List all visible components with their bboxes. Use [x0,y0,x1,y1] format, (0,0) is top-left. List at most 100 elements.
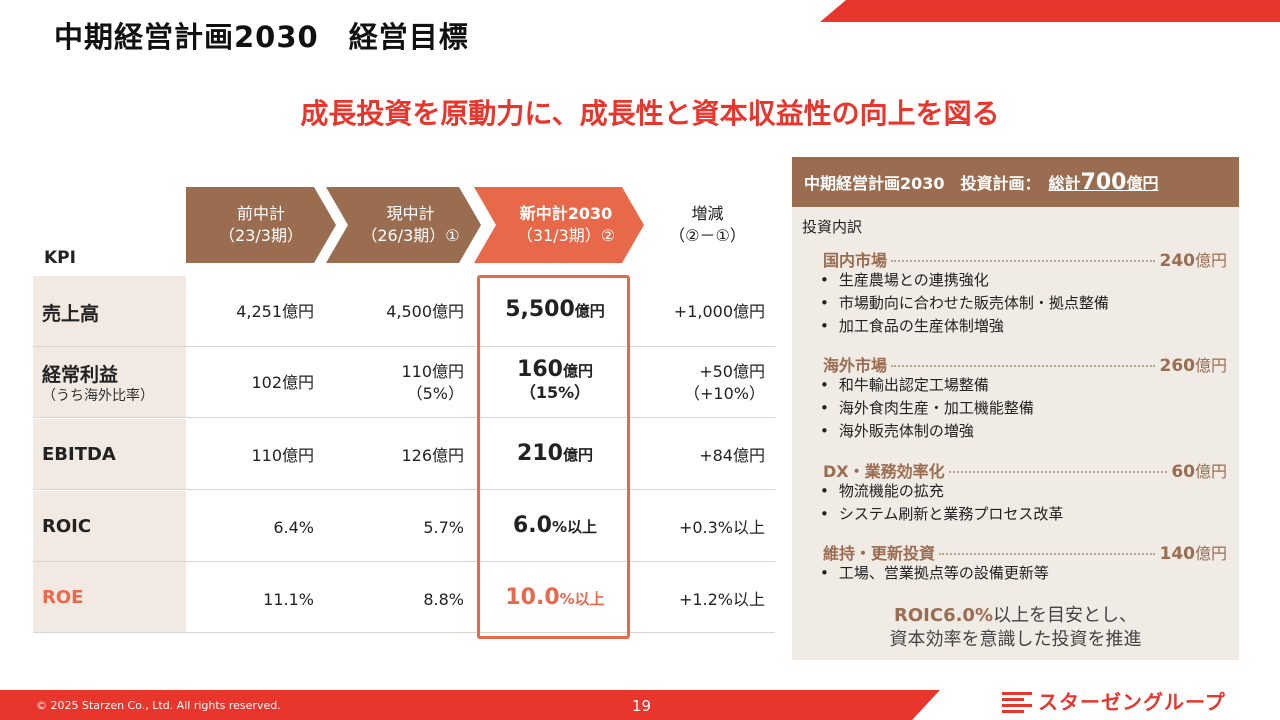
kpi-header: KPI [44,248,76,268]
leader-dots [939,553,1156,555]
column-header-line1: 現中計 [386,204,435,223]
value-target: 210億円 [481,443,629,466]
target-number: 5,500 [505,297,575,322]
list-item: 海外食肉生産・加工機能整備 [820,397,1034,420]
amount-unit: 億円 [1194,544,1227,563]
column-header-line1: 新中計2030 [519,204,613,223]
value-current: 4,500億円 [386,302,464,321]
amount-number: 240 [1159,251,1195,271]
target-number: 160 [517,357,563,382]
footer-bar [0,690,940,720]
total-prefix: 総計 [1048,173,1081,193]
logo-mark-icon [1002,690,1032,713]
value-delta-main: +50億円 [699,362,765,381]
row-label-cell: 経常利益 （うち海外比率） [33,347,186,417]
column-header-previous-plan: 前中計 （23/3期） [186,187,336,263]
target-unit: %以上 [551,518,597,536]
column-header-line2: （23/3期） [219,226,303,245]
category-amount: 140億円 [1159,540,1227,564]
category-amount: 260億円 [1159,352,1227,376]
kpi-row-ebitda: EBITDA 110億円 126億円 210億円 +84億円 [33,419,775,490]
breakdown-label: 投資内訳 [802,218,863,236]
leader-dots [891,260,1156,262]
row-label-cell: ROIC [33,491,186,561]
row-sublabel: （うち海外比率） [42,388,154,404]
company-logo: スターゼングループ [1002,686,1226,715]
list-item: システム刷新と業務プロセス改革 [820,503,1064,526]
category-name: 維持・更新投資 [823,544,936,563]
value-current-main: 110億円 [401,362,464,381]
target-unit: 億円 [562,362,593,380]
list-item: 海外販売体制の増強 [820,420,1034,443]
value-delta: +1.2%以上 [678,590,765,609]
value-previous: 110億円 [251,446,314,465]
delta-header-line1: 増減 [691,204,724,223]
row-label-cell: EBITDA [33,419,186,489]
value-current: 110億円 （5%） [401,361,464,405]
category-name: DX・業務効率化 [823,462,945,481]
value-delta: +84億円 [699,446,765,465]
target-sub: （15%） [519,383,591,402]
investment-panel: 中期経営計画2030 投資計画： 総計700億円 投資内訳 国内市場 240億円… [792,157,1239,660]
row-label-cell: 売上高 [33,276,186,346]
logo-text: スターゼングループ [1038,690,1226,714]
value-previous: 11.1% [263,590,314,609]
value-current-sub: （5%） [406,384,464,403]
list-item: 加工食品の生産体制増強 [820,315,1109,338]
category-overseas: 海外市場 260億円 [823,352,1227,376]
value-delta: +50億円 （+10%） [684,361,765,405]
amount-unit: 億円 [1194,462,1227,481]
column-header-line1: 前中計 [236,204,285,223]
kpi-row-ordinary-profit: 経常利益 （うち海外比率） 102億円 110億円 （5%） 160億円 （15… [33,347,775,418]
row-label: ROE [42,587,84,608]
investment-total: 総計700億円 [1049,170,1159,195]
target-unit: %以上 [559,590,605,608]
column-header-line2: （31/3期）② [516,226,616,245]
category-items-dx: 物流機能の拡充 システム刷新と業務プロセス改革 [820,480,1064,526]
row-label: 経常利益 [42,364,119,386]
kpi-row-sales: 売上高 4,251億円 4,500億円 5,500億円 +1,000億円 [33,276,775,347]
category-name: 海外市場 [823,356,888,375]
value-delta: +0.3%以上 [678,518,765,537]
value-current: 5.7% [423,518,464,537]
leader-dots [891,365,1156,367]
copyright: © 2025 Starzen Co., Ltd. All rights rese… [36,699,281,712]
delta-header-line2: （②－①） [669,226,746,245]
kpi-row-roe: ROE 11.1% 8.8% 10.0%以上 +1.2%以上 [33,562,775,633]
target-column-highlight [477,275,630,639]
list-item: 物流機能の拡充 [820,480,1063,503]
row-label: EBITDA [42,444,116,465]
value-previous: 102億円 [251,373,314,392]
target-unit: 億円 [574,302,605,320]
list-item: 和牛輸出認定工場整備 [820,374,1034,397]
value-previous: 6.4% [273,518,314,537]
target-number: 10.0 [505,585,560,610]
column-header-current-plan: 現中計 （26/3期）① [326,187,481,263]
kpi-row-roic: ROIC 6.4% 5.7% 6.0%以上 +0.3%以上 [33,491,775,562]
value-delta-sub: （+10%） [684,384,765,403]
amount-number: 140 [1159,544,1195,564]
closing-statement: ROIC6.0%以上を目安とし、 資本効率を意識した投資を推進 [792,604,1239,652]
row-label: 売上高 [42,303,100,325]
value-target: 160億円 （15%） [481,359,629,404]
amount-number: 260 [1159,356,1195,376]
category-amount: 240億円 [1159,247,1227,271]
list-item: 市場動向に合わせた販売体制・拠点整備 [820,292,1109,315]
category-domestic: 国内市場 240億円 [823,247,1227,271]
list-item: 生産農場との連携強化 [820,269,1109,292]
closing-line2: 資本効率を意識した投資を推進 [889,629,1142,650]
category-name: 国内市場 [823,251,888,270]
category-maintenance: 維持・更新投資 140億円 [823,540,1227,564]
amount-number: 60 [1171,462,1195,482]
total-number: 700 [1080,169,1127,195]
total-unit: 億円 [1126,173,1159,193]
list-item: 工場、営業拠点等の設備更新等 [820,562,1049,585]
category-dx: DX・業務効率化 60億円 [823,458,1227,482]
value-previous: 4,251億円 [236,302,314,321]
closing-highlight: ROIC6.0% [894,605,993,626]
amount-unit: 億円 [1194,356,1227,375]
value-current: 8.8% [423,590,464,609]
investment-header-text: 中期経営計画2030 投資計画： [804,174,1041,193]
value-target: 6.0%以上 [481,515,629,538]
column-header-new-plan: 新中計2030 （31/3期）② [474,187,644,263]
